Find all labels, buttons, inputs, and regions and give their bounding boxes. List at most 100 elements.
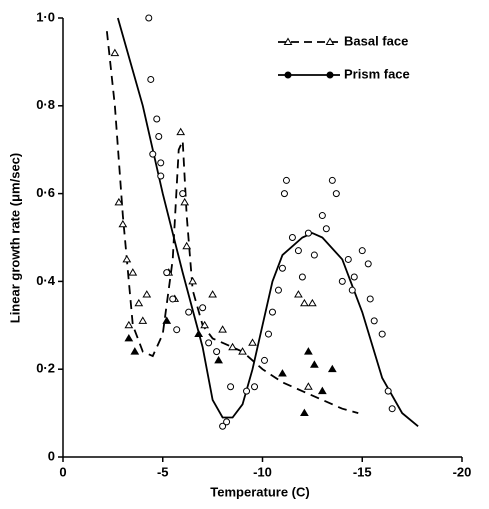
point <box>304 229 312 237</box>
y-tick-label: 0·8 <box>36 97 55 112</box>
point <box>142 290 152 298</box>
point <box>149 150 157 158</box>
point <box>364 260 372 268</box>
point <box>294 247 302 255</box>
point <box>328 176 336 184</box>
x-tick-label: -5 <box>157 464 169 479</box>
point <box>264 330 272 338</box>
point <box>388 405 396 413</box>
x-tick-label: -15 <box>353 464 372 479</box>
point <box>378 330 386 338</box>
point <box>348 286 356 294</box>
point <box>332 190 340 198</box>
point <box>200 320 210 329</box>
y-tick-label: 0·2 <box>36 361 55 376</box>
point <box>145 14 153 22</box>
point <box>282 176 290 184</box>
point <box>310 251 318 259</box>
point <box>268 308 276 316</box>
point <box>322 225 330 233</box>
point <box>294 290 303 298</box>
point <box>350 273 358 281</box>
y-tick-label: 0 <box>48 448 55 463</box>
point <box>147 75 155 83</box>
point <box>248 338 257 346</box>
point <box>199 304 207 312</box>
curve <box>105 31 359 414</box>
point <box>138 316 148 324</box>
point <box>130 347 140 355</box>
point <box>366 295 374 303</box>
point <box>134 298 144 307</box>
curve <box>116 17 419 427</box>
point <box>218 325 227 333</box>
point <box>213 348 221 356</box>
point <box>384 387 392 395</box>
point <box>327 364 337 373</box>
point <box>228 342 237 351</box>
y-tick-label: 0·6 <box>36 185 55 200</box>
point <box>260 356 268 364</box>
x-tick-label: -10 <box>253 464 272 479</box>
point <box>176 127 186 136</box>
y-axis-label: Linear growth rate (μm/sec) <box>7 153 22 324</box>
legend-marker <box>283 37 293 45</box>
x-tick-label: 0 <box>59 464 66 479</box>
x-tick-label: -20 <box>453 464 472 479</box>
point <box>124 333 134 342</box>
point <box>317 386 327 395</box>
point <box>179 190 187 198</box>
point <box>157 172 165 180</box>
point <box>358 247 366 255</box>
y-tick-label: 0·4 <box>36 273 56 288</box>
point <box>124 320 134 329</box>
point <box>278 264 286 272</box>
point <box>214 355 223 364</box>
point <box>300 408 309 417</box>
legend-marker <box>326 71 334 79</box>
y-tick-label: 1·0 <box>36 9 55 24</box>
point <box>344 255 352 263</box>
point <box>298 273 306 281</box>
point <box>208 290 217 298</box>
point <box>182 241 192 250</box>
point <box>238 347 247 355</box>
legend-label: Prism face <box>344 66 410 81</box>
point <box>128 268 138 276</box>
point <box>205 339 213 347</box>
point <box>223 418 231 426</box>
point <box>338 277 346 285</box>
point <box>308 298 317 307</box>
point <box>243 387 251 395</box>
point <box>185 308 193 316</box>
point <box>153 115 161 123</box>
point <box>370 317 378 325</box>
point <box>219 422 227 430</box>
point <box>288 234 296 241</box>
point <box>300 298 309 307</box>
point <box>163 269 171 277</box>
point <box>318 212 326 220</box>
point <box>118 219 128 228</box>
point <box>155 133 163 141</box>
point <box>280 190 288 198</box>
point <box>110 48 120 57</box>
point <box>304 382 313 390</box>
point <box>251 383 259 391</box>
point <box>162 316 172 324</box>
legend-label: Basal face <box>344 33 408 48</box>
legend-marker <box>325 37 335 45</box>
point <box>169 295 177 303</box>
point <box>278 369 287 377</box>
point <box>188 276 198 285</box>
point <box>122 254 132 263</box>
point <box>274 286 282 294</box>
point <box>309 360 319 368</box>
point <box>173 326 181 334</box>
point <box>157 159 165 167</box>
legend-marker <box>284 71 292 79</box>
x-axis-label: Temperature (C) <box>210 484 309 499</box>
point <box>304 347 313 355</box>
